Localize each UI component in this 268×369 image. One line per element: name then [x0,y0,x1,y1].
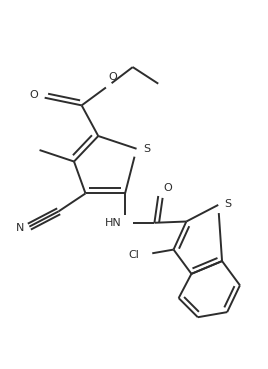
Text: Cl: Cl [128,250,139,260]
Text: HN: HN [105,218,121,228]
Text: O: O [109,72,117,82]
Text: S: S [225,199,232,208]
Text: O: O [163,183,172,193]
Text: N: N [16,223,24,233]
Text: S: S [143,144,150,154]
Text: O: O [29,90,38,100]
